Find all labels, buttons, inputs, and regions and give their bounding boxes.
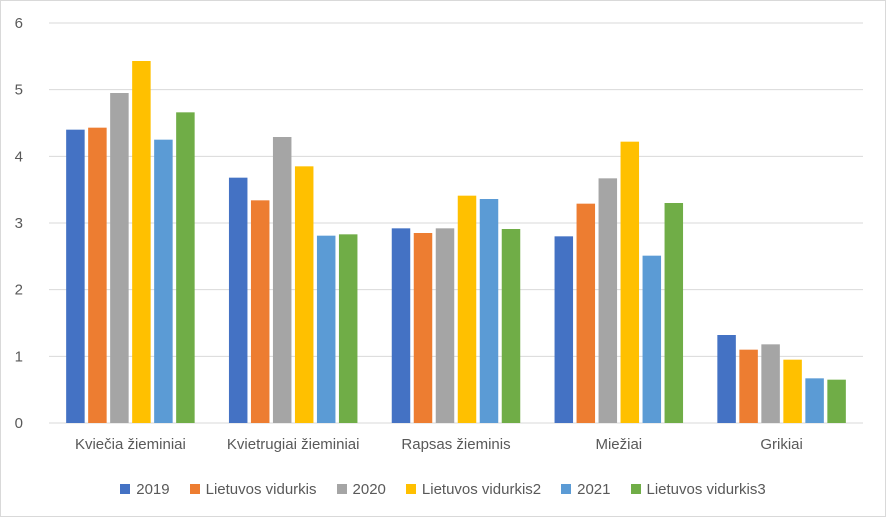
category-label: Kviečia žieminiai <box>75 436 186 453</box>
bar <box>598 178 618 423</box>
legend-label: 2021 <box>577 480 611 498</box>
bar <box>457 195 477 423</box>
bar <box>154 139 173 423</box>
legend-item: Lietuvos vidurkis <box>189 480 317 498</box>
bar <box>501 229 521 423</box>
y-tick-label: 4 <box>15 148 23 165</box>
bar <box>642 255 662 423</box>
bar <box>272 137 292 423</box>
category-label: Miežiai <box>595 436 642 453</box>
bar <box>176 112 195 423</box>
y-tick-label: 1 <box>15 348 23 365</box>
legend-item: 2019 <box>120 480 170 498</box>
legend-swatch <box>189 484 200 494</box>
bar <box>66 129 85 423</box>
category-label: Rapsas žieminis <box>401 436 510 453</box>
legend-swatch <box>561 484 572 494</box>
bar <box>479 199 499 423</box>
bar-chart: 0 1 2 3 4 5 6 Kviečia žieminiai Kvietrugiai žiem… <box>15 15 863 453</box>
bar <box>338 234 358 423</box>
legend-label: Lietuvos vidurkis <box>205 480 317 498</box>
legend-label: Lietuvos vidurkis3 <box>646 480 766 498</box>
legend-label: 2019 <box>136 480 170 498</box>
bar <box>664 203 684 423</box>
bar <box>761 344 780 423</box>
y-tick-label: 6 <box>15 15 23 32</box>
legend-swatch <box>630 484 641 494</box>
bar <box>805 378 824 423</box>
legend-item: 2021 <box>561 480 611 498</box>
bar <box>435 228 455 423</box>
bar <box>554 236 574 423</box>
legend-item: 2020 <box>336 480 386 498</box>
bar <box>250 200 270 423</box>
legend-swatch <box>336 484 347 494</box>
bar <box>110 93 129 423</box>
y-tick-label: 2 <box>15 282 23 299</box>
legend-item: Lietuvos vidurkis3 <box>630 480 766 498</box>
bar <box>783 359 802 423</box>
bar <box>739 349 758 423</box>
y-tick-label: 3 <box>15 215 23 232</box>
category-label: Grikiai <box>760 436 803 453</box>
legend-label: Lietuvos vidurkis2 <box>421 480 542 498</box>
y-tick-label: 0 <box>15 415 23 432</box>
y-tick-label: 5 <box>15 82 23 99</box>
bar <box>228 177 248 423</box>
legend-swatch <box>120 484 131 494</box>
bar <box>827 379 846 423</box>
legend-label: 2020 <box>352 480 386 498</box>
bar <box>620 141 640 423</box>
bar <box>316 235 336 423</box>
legend-swatch <box>405 484 416 494</box>
legend-item: Lietuvos vidurkis2 <box>405 480 542 498</box>
bar <box>391 228 411 423</box>
bar <box>88 127 107 424</box>
bar <box>413 233 433 423</box>
bar <box>294 166 314 424</box>
bar <box>717 335 736 423</box>
bar <box>576 203 596 423</box>
bar <box>132 61 151 423</box>
legend: 2019 Lietuvos vidurkis 2020 Lietuvos vidurk… <box>1 475 885 503</box>
category-label: Kvietrugiai žieminiai <box>227 436 360 453</box>
